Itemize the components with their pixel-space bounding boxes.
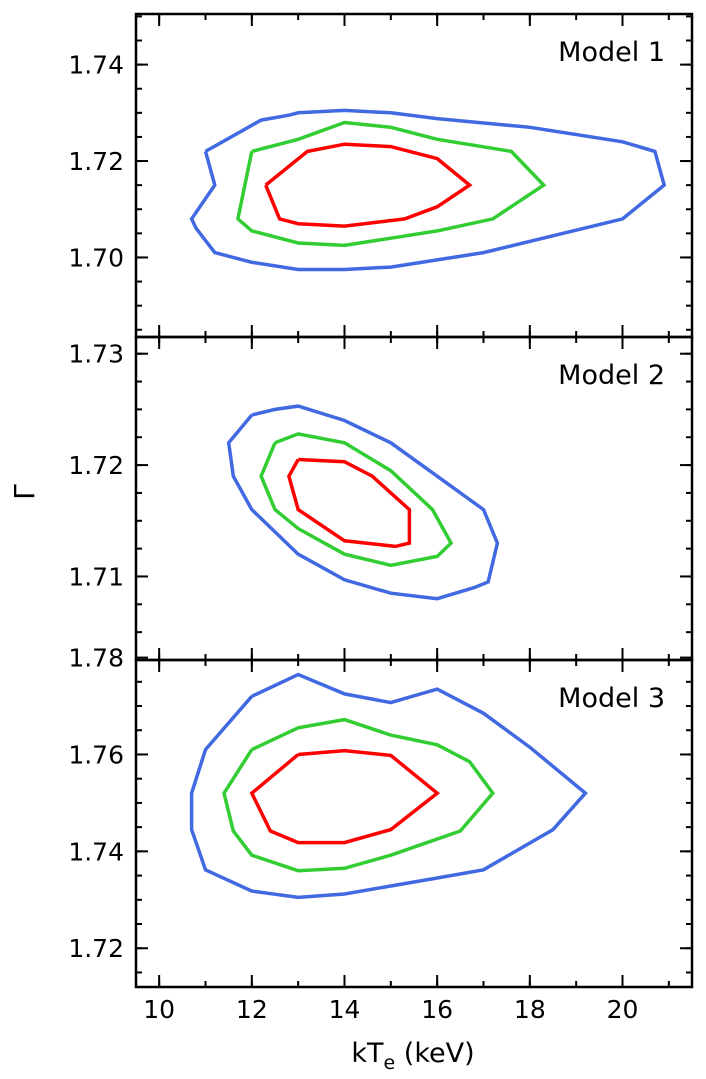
x-tick-label: 14: [329, 995, 361, 1024]
panel-frame: [134, 658, 694, 989]
y-tick-label: 1.72: [68, 451, 124, 480]
x-axis-label-unit: (keV): [395, 1038, 474, 1069]
panel-annotation: Model 2: [558, 360, 665, 391]
contour-series-3: [264, 142, 473, 228]
contour-series-2: [259, 432, 454, 568]
panels: 1.70 1.72 1.74 Model 1 1.71 1.72 1.73 Model 2 10…: [68, 12, 694, 1024]
x-tick-label: 16: [421, 995, 453, 1024]
y-tick-label: 1.78: [68, 644, 124, 673]
contour-series-1: [189, 108, 667, 272]
contour-series-2: [222, 717, 496, 873]
panel-3: 10 12 14 16 18 20 1.72 1.74 1.76 1.78 Model 3: [68, 644, 694, 1024]
y-tick-label: 1.72: [68, 934, 124, 963]
contour-series-3: [249, 748, 441, 845]
x-tick-label: 20: [607, 995, 639, 1024]
y-tick-label: 1.72: [68, 147, 124, 176]
panel-annotation: Model 3: [558, 683, 665, 714]
x-tick-label: 18: [514, 995, 546, 1024]
y-tick-label: 1.73: [68, 340, 124, 369]
panel-1: 1.70 1.72 1.74 Model 1: [68, 12, 694, 339]
y-tick-label: 1.76: [68, 740, 124, 769]
y-tick-label: 1.74: [68, 51, 124, 80]
x-axis-label-main: kT: [351, 1038, 384, 1069]
x-tick-label: 12: [236, 995, 268, 1024]
y-axis-label: Γ: [8, 484, 41, 500]
x-axis-label-subscript: e: [384, 1052, 396, 1074]
panel-2: 1.71 1.72 1.73 Model 2: [68, 335, 694, 662]
contour-series-1: [189, 672, 588, 900]
y-tick-label: 1.71: [68, 562, 124, 591]
contour-series-3: [287, 457, 412, 549]
y-tick-label: 1.74: [68, 837, 124, 866]
contour-series-1: [226, 404, 500, 601]
x-tick-label: 10: [143, 995, 175, 1024]
contour-series-2: [235, 120, 547, 248]
y-tick-label: 1.70: [68, 243, 124, 272]
x-axis-label: kTe (keV): [351, 1038, 474, 1074]
panel-annotation: Model 1: [558, 37, 665, 68]
